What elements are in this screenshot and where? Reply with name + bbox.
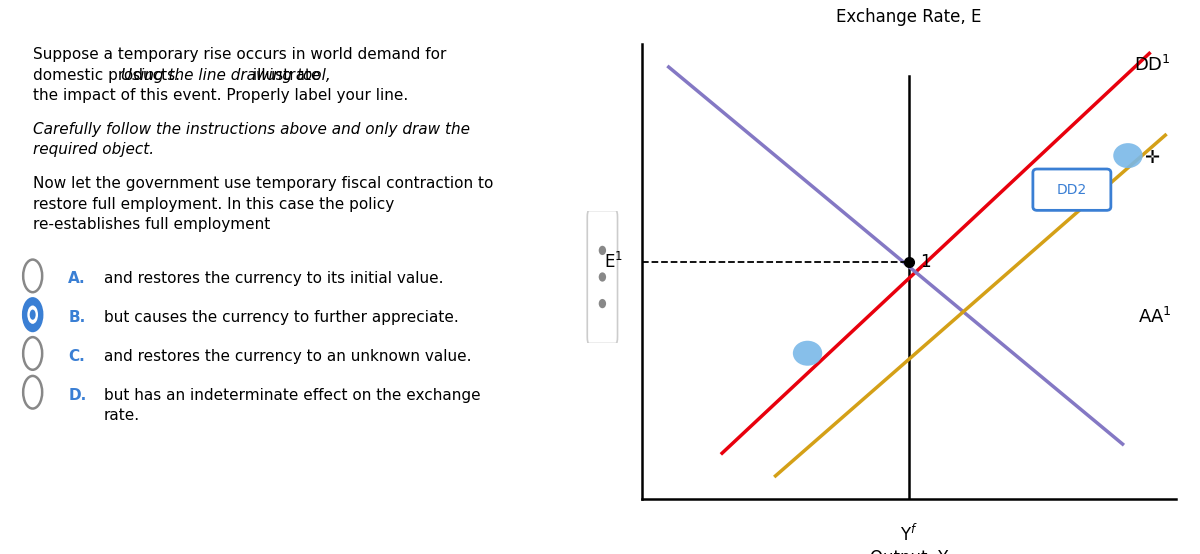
Text: DD$^1$: DD$^1$ bbox=[1134, 55, 1170, 75]
Text: Output, Y: Output, Y bbox=[870, 548, 948, 554]
Ellipse shape bbox=[23, 337, 42, 370]
Ellipse shape bbox=[30, 310, 36, 320]
Ellipse shape bbox=[599, 273, 606, 281]
Text: DD2: DD2 bbox=[1057, 183, 1087, 197]
Text: A.: A. bbox=[68, 271, 86, 286]
Text: E$^1$: E$^1$ bbox=[605, 252, 623, 273]
Text: ✛: ✛ bbox=[1145, 149, 1159, 167]
Text: Now let the government use temporary fiscal contraction to: Now let the government use temporary fis… bbox=[32, 176, 493, 191]
Text: and restores the currency to an unknown value.: and restores the currency to an unknown … bbox=[104, 349, 472, 364]
Ellipse shape bbox=[793, 341, 822, 366]
Ellipse shape bbox=[23, 299, 42, 331]
Ellipse shape bbox=[23, 260, 42, 292]
Text: required object.: required object. bbox=[32, 142, 154, 157]
FancyBboxPatch shape bbox=[587, 211, 618, 343]
Text: and restores the currency to its initial value.: and restores the currency to its initial… bbox=[104, 271, 444, 286]
Text: the impact of this event. Properly label your line.: the impact of this event. Properly label… bbox=[32, 88, 408, 103]
Text: B.: B. bbox=[68, 310, 85, 325]
Ellipse shape bbox=[599, 246, 606, 255]
Text: AA$^1$: AA$^1$ bbox=[1138, 307, 1171, 327]
Text: rate.: rate. bbox=[104, 408, 140, 423]
Ellipse shape bbox=[23, 376, 42, 408]
Text: domestic products.: domestic products. bbox=[32, 68, 185, 83]
Text: restore full employment. In this case the policy: restore full employment. In this case th… bbox=[32, 197, 394, 212]
FancyBboxPatch shape bbox=[1033, 169, 1111, 211]
Text: D.: D. bbox=[68, 388, 86, 403]
Text: Using the line drawing tool,: Using the line drawing tool, bbox=[120, 68, 330, 83]
Ellipse shape bbox=[599, 299, 606, 308]
Text: 1: 1 bbox=[919, 253, 930, 271]
Text: illustrate: illustrate bbox=[248, 68, 320, 83]
Text: re-establishes full employment: re-establishes full employment bbox=[32, 217, 270, 232]
Text: but has an indeterminate effect on the exchange: but has an indeterminate effect on the e… bbox=[104, 388, 480, 403]
Text: Y$^f$: Y$^f$ bbox=[900, 524, 918, 545]
Text: C.: C. bbox=[68, 349, 85, 364]
Ellipse shape bbox=[28, 305, 38, 324]
Text: Suppose a temporary rise occurs in world demand for: Suppose a temporary rise occurs in world… bbox=[32, 47, 446, 62]
Text: Carefully follow the instructions above and only draw the: Carefully follow the instructions above … bbox=[32, 122, 469, 137]
Text: Exchange Rate, E: Exchange Rate, E bbox=[836, 8, 982, 26]
Ellipse shape bbox=[1114, 143, 1142, 168]
Text: but causes the currency to further appreciate.: but causes the currency to further appre… bbox=[104, 310, 458, 325]
